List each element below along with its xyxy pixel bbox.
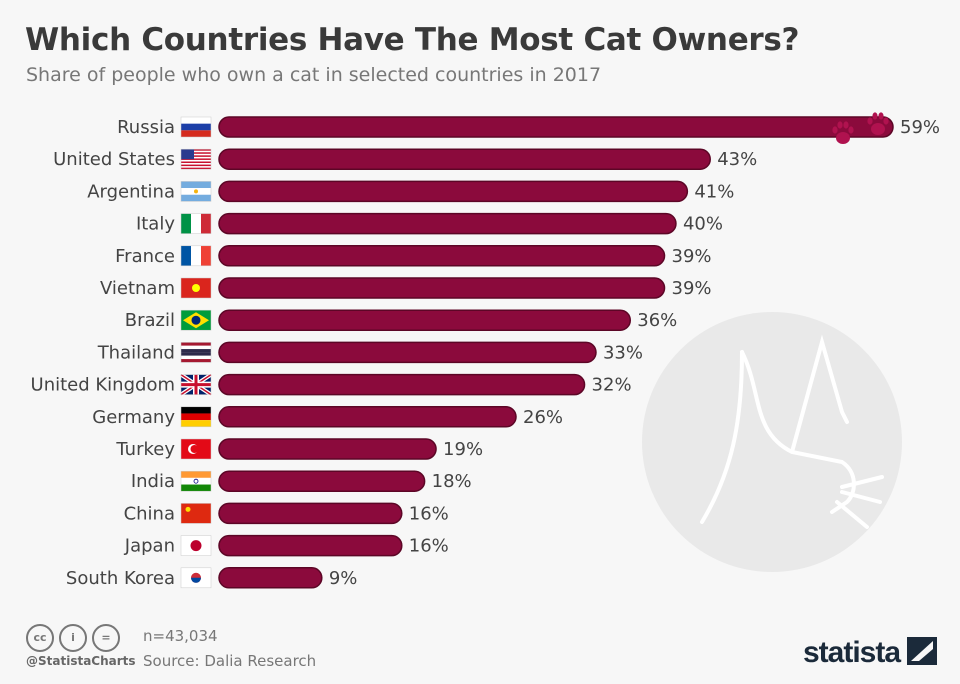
sample-size: n=43,034 <box>143 627 218 645</box>
chart-subtitle: Share of people who own a cat in selecte… <box>26 64 602 86</box>
argentina-flag-icon <box>180 181 212 202</box>
value-label: 40% <box>683 214 723 235</box>
thailand-flag-icon <box>180 342 212 363</box>
cat-background-circle <box>642 312 902 572</box>
cat-outline-icon <box>700 334 884 529</box>
category-label: South Korea <box>66 568 175 589</box>
india-flag-icon <box>180 470 212 492</box>
bar <box>218 534 403 557</box>
value-label: 59% <box>900 117 940 138</box>
category-label: India <box>131 471 175 492</box>
usa-flag-icon <box>180 148 212 170</box>
bar <box>218 212 677 235</box>
category-label: Vietnam <box>100 278 175 299</box>
bar <box>218 470 426 492</box>
statista-logo-icon <box>907 637 938 665</box>
china-flag-icon <box>180 503 212 524</box>
statista-logo: statista <box>803 636 938 670</box>
russia-flag-icon <box>180 116 212 138</box>
chart-title: Which Countries Have The Most Cat Owners… <box>25 22 800 58</box>
category-label: United States <box>53 149 175 170</box>
paw-print-icon <box>832 121 854 144</box>
value-label: 18% <box>432 471 472 492</box>
value-label: 36% <box>637 310 677 331</box>
japan-flag-icon <box>180 535 212 556</box>
cc-icon: cc <box>26 624 54 652</box>
turkey-flag-icon <box>180 438 212 460</box>
bar <box>218 309 632 331</box>
bar <box>218 406 517 428</box>
value-label: 33% <box>603 342 643 363</box>
category-label: Germany <box>92 407 175 428</box>
south-korea-flag-icon <box>180 567 212 589</box>
value-label: 16% <box>409 503 449 524</box>
bar <box>218 245 666 267</box>
category-label: Japan <box>124 536 175 557</box>
by-icon: i <box>59 624 87 652</box>
twitter-handle: @StatistaCharts <box>26 654 136 668</box>
bar <box>218 148 711 170</box>
italy-flag-icon <box>180 213 212 234</box>
value-label: 9% <box>329 568 358 589</box>
bar <box>218 180 689 203</box>
value-label: 16% <box>409 536 449 557</box>
source: Source: Dalia Research <box>143 652 317 670</box>
bar <box>218 277 666 299</box>
germany-flag-icon <box>180 406 212 428</box>
category-label: Argentina <box>87 181 175 202</box>
bar <box>218 373 586 396</box>
vietnam-flag-icon <box>180 277 212 299</box>
category-label: Russia <box>117 117 175 138</box>
bar <box>218 502 403 525</box>
logo-text: statista <box>803 636 901 669</box>
category-label: Thailand <box>97 342 175 363</box>
bar <box>218 567 323 589</box>
value-label: 41% <box>694 181 734 202</box>
brazil-flag-icon <box>180 309 212 331</box>
category-label: France <box>115 246 175 267</box>
category-label: Brazil <box>125 310 175 331</box>
bar <box>218 341 597 364</box>
value-label: 39% <box>672 278 712 299</box>
bar <box>218 116 894 138</box>
bar <box>218 438 437 460</box>
bar-chart: Russia 59% United States 43% Argentina 41% Ita… <box>31 112 940 589</box>
uk-flag-icon <box>179 372 213 397</box>
value-label: 26% <box>523 407 563 428</box>
category-label: United Kingdom <box>31 375 175 396</box>
category-label: China <box>124 503 175 524</box>
value-label: 32% <box>592 375 632 396</box>
category-label: Turkey <box>115 439 175 460</box>
value-label: 19% <box>443 439 483 460</box>
france-flag-icon <box>180 245 212 267</box>
nd-icon: = <box>92 624 120 652</box>
value-label: 43% <box>717 149 757 170</box>
category-label: Italy <box>136 214 175 235</box>
value-label: 39% <box>672 246 712 267</box>
paw-print-icon <box>867 112 889 135</box>
